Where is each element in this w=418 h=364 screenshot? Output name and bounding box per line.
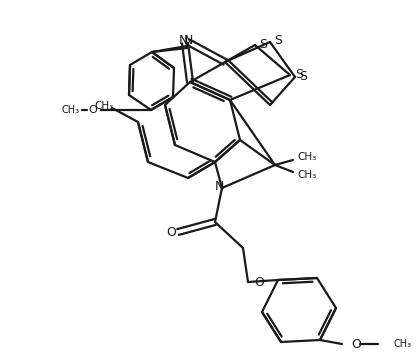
Text: N: N (214, 181, 224, 194)
Text: O: O (254, 276, 264, 289)
Text: CH₃: CH₃ (297, 152, 316, 162)
Text: CH₃: CH₃ (94, 101, 114, 111)
Text: O: O (166, 226, 176, 238)
Text: CH₃: CH₃ (393, 339, 411, 349)
Text: N: N (178, 35, 188, 47)
Text: CH₃: CH₃ (297, 170, 316, 180)
Text: S: S (299, 70, 307, 83)
Text: O: O (89, 105, 97, 115)
Text: S: S (274, 33, 282, 47)
Text: S: S (295, 67, 303, 80)
Text: CH₃: CH₃ (62, 105, 80, 115)
Text: N: N (184, 35, 193, 47)
Text: O: O (351, 337, 361, 351)
Text: S: S (259, 37, 267, 51)
